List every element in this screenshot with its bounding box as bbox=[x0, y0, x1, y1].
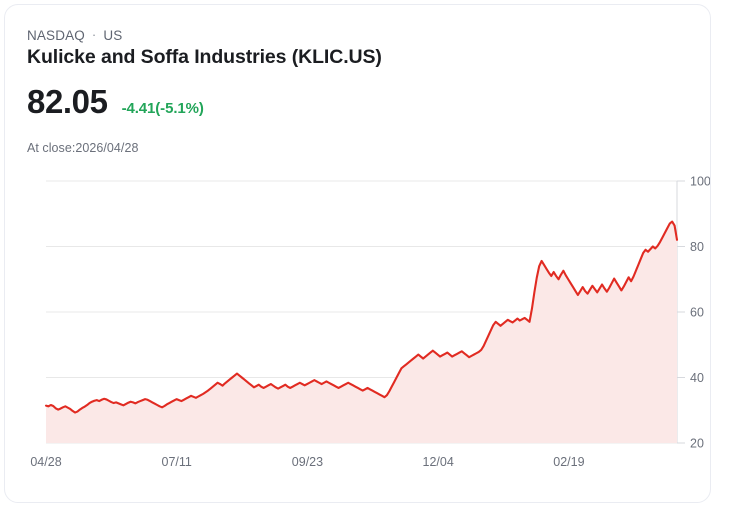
y-axis-label: 20 bbox=[690, 437, 704, 451]
y-axis-label: 100 bbox=[690, 175, 711, 189]
price-row: 82.05 -4.41(-5.1%) bbox=[27, 85, 204, 118]
y-axis-label: 80 bbox=[690, 240, 704, 254]
exchange-row: NASDAQ · US bbox=[27, 28, 122, 43]
price-change: -4.41(-5.1%) bbox=[121, 100, 204, 117]
separator-dot: · bbox=[91, 27, 97, 42]
price-chart[interactable]: 20 40 60 80 100 04/28 07/11 09/23 12/04 02/19 bbox=[5, 165, 711, 475]
chart-svg: 20 40 60 80 100 04/28 07/11 09/23 12/04 02/19 bbox=[30, 175, 711, 470]
y-axis-label: 40 bbox=[690, 371, 704, 385]
y-axis-label: 60 bbox=[690, 306, 704, 320]
chart-area-fill bbox=[46, 221, 677, 443]
x-axis-label: 12/04 bbox=[423, 455, 454, 469]
exchange-name: NASDAQ bbox=[27, 28, 85, 43]
page-title: Kulicke and Soffa Industries (KLIC.US) bbox=[27, 46, 382, 68]
x-axis-label: 07/11 bbox=[162, 455, 192, 469]
stock-quote-card: NASDAQ · US Kulicke and Soffa Industries… bbox=[4, 4, 711, 503]
market-status-note: At close:2026/04/28 bbox=[27, 141, 139, 155]
x-axis-label: 09/23 bbox=[292, 455, 323, 469]
chart-line bbox=[44, 220, 679, 414]
x-axis-label: 04/28 bbox=[30, 455, 61, 469]
exchange-region: US bbox=[103, 28, 123, 43]
x-axis-label: 02/19 bbox=[553, 455, 584, 469]
price-value: 82.05 bbox=[27, 83, 108, 120]
